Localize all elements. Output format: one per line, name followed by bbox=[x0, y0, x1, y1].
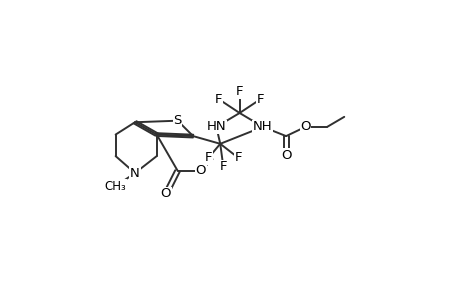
Text: NH: NH bbox=[252, 120, 272, 134]
Text: F: F bbox=[234, 151, 241, 164]
Text: S: S bbox=[173, 114, 181, 127]
Text: F: F bbox=[256, 93, 264, 106]
Text: O: O bbox=[280, 149, 291, 162]
Text: HN: HN bbox=[206, 120, 226, 134]
Text: N: N bbox=[130, 167, 140, 180]
Text: F: F bbox=[204, 151, 212, 164]
Text: F: F bbox=[219, 160, 227, 173]
Text: O: O bbox=[160, 187, 171, 200]
Text: O: O bbox=[300, 120, 310, 134]
Text: F: F bbox=[235, 85, 243, 98]
Text: O: O bbox=[195, 164, 206, 177]
Text: CH₃: CH₃ bbox=[105, 180, 126, 193]
Text: F: F bbox=[214, 93, 222, 106]
